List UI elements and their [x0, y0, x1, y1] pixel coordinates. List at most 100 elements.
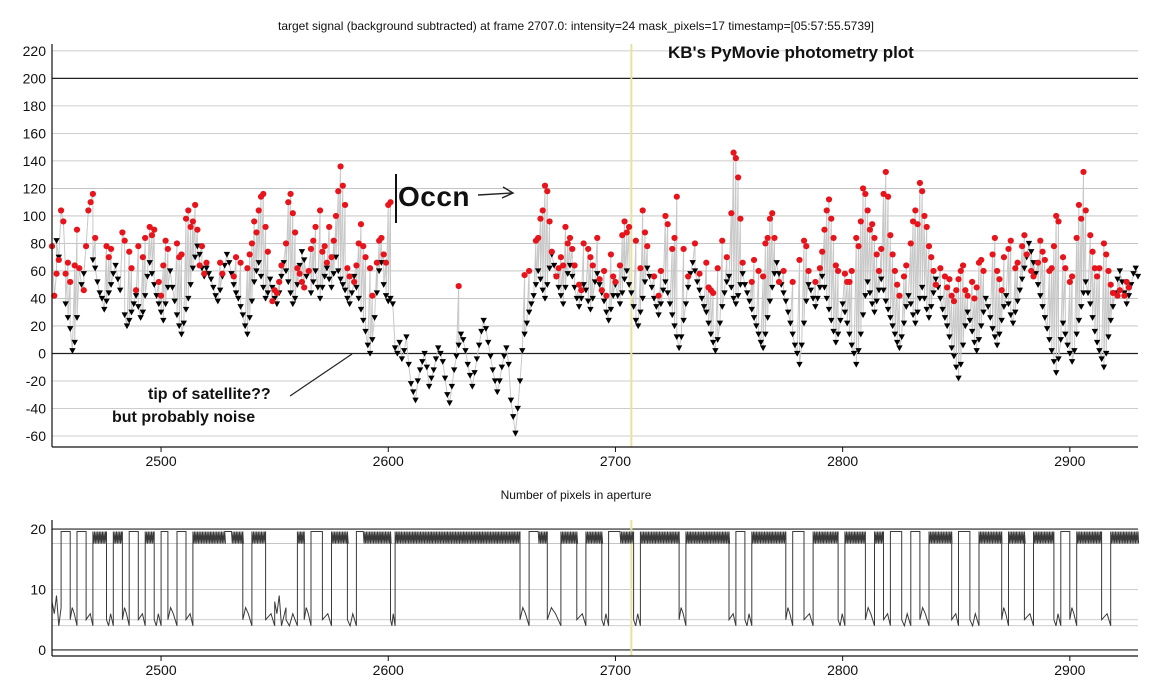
signal-point-red [189, 218, 196, 225]
signal-point-red [323, 259, 331, 266]
signal-point-black [1003, 293, 1010, 299]
signal-point-black [603, 309, 610, 316]
signal-point-red [71, 262, 78, 269]
signal-point-red [1116, 287, 1123, 294]
signal-point-red [803, 243, 810, 250]
signal-point-black [596, 282, 603, 288]
signal-point-black [909, 312, 917, 319]
signal-point-black [375, 268, 383, 275]
signal-point-black [589, 295, 596, 302]
signal-point-red [62, 270, 69, 277]
signal-point-red [871, 234, 878, 242]
signal-point-black [230, 282, 237, 288]
signal-point-black [973, 348, 980, 354]
signal-point-black [441, 375, 449, 382]
signal-point-black [1062, 331, 1069, 338]
signal-point-black [959, 342, 967, 349]
signal-point-red [232, 254, 240, 261]
signal-point-red [287, 190, 294, 198]
signal-point-red [562, 223, 569, 231]
signal-point-red [255, 207, 262, 214]
signal-point-black [730, 295, 737, 302]
signal-point-red [301, 284, 308, 291]
signal-point-black [546, 265, 553, 272]
signal-point-red [603, 292, 610, 299]
signal-point-black [641, 279, 649, 286]
signal-point-black [893, 339, 901, 346]
signal-point-black [796, 361, 803, 368]
signal-point-black [298, 249, 306, 255]
signal-point-red [326, 223, 333, 231]
pixels-series-line [51, 531, 1140, 628]
signal-point-red [198, 243, 206, 250]
signal-point-red [1123, 278, 1130, 286]
signal-point-red [946, 276, 953, 283]
signal-point-black [1109, 304, 1117, 310]
signal-point-black [164, 284, 172, 291]
signal-point-red [1030, 273, 1037, 280]
signal-point-black [253, 268, 260, 275]
signal-point-red [859, 185, 867, 192]
signal-point-black [594, 271, 601, 277]
signal-point-black [362, 328, 369, 335]
signal-point-black [757, 339, 765, 346]
signal-plot: -60 -40 -20 0 20 40 60 80 100 120 140 160 180 200 220 2… [23, 43, 1142, 469]
signal-point-black [355, 295, 362, 302]
signal-point-black [491, 378, 499, 385]
signal-point-red [655, 292, 662, 299]
signal-point-black [1012, 309, 1019, 316]
signal-point-black [155, 301, 162, 308]
signal-point-black [855, 348, 862, 354]
signal-point-red [1007, 237, 1014, 244]
signal-point-red [755, 267, 762, 275]
signal-point-black [471, 370, 478, 376]
signal-point-red [978, 256, 985, 264]
signal-point-red [107, 245, 115, 253]
signal-point-black [378, 260, 385, 266]
signal-grid [52, 50, 1138, 437]
signal-point-black [803, 298, 810, 305]
signal-point-black [469, 383, 476, 390]
signal-point-black [325, 276, 333, 283]
signal-point-black [1102, 350, 1110, 357]
signal-point-red [178, 251, 185, 258]
signal-point-black [135, 304, 142, 310]
signal-point-red [526, 267, 533, 275]
signal-point-black [137, 315, 144, 321]
signal-point-black [453, 353, 460, 360]
signal-point-red [316, 207, 324, 214]
signal-point-black [878, 276, 885, 283]
signal-point-black [382, 293, 390, 299]
signal-point-black [1030, 260, 1037, 266]
signal-point-black [337, 276, 344, 283]
signal-point-red [296, 270, 303, 277]
signal-point-black [307, 290, 315, 297]
pixels-x-tick-label: 2500 [145, 662, 176, 678]
signal-point-black [112, 262, 119, 269]
signal-point-black [584, 298, 592, 305]
signal-point-black [653, 304, 660, 310]
signal-point-red [1089, 248, 1096, 255]
signal-point-red [587, 254, 594, 261]
signal-point-red [669, 245, 676, 253]
signal-point-black [723, 279, 730, 286]
signal-point-black [244, 331, 251, 338]
signal-point-red [998, 287, 1005, 294]
signal-point-red [260, 190, 267, 198]
signal-point-black [460, 337, 467, 343]
signal-point-red [85, 207, 92, 214]
signal-point-black [171, 298, 178, 305]
signal-point-red [185, 207, 192, 214]
signal-point-black [764, 315, 771, 321]
signal-point-black [728, 284, 735, 291]
signal-point-red [953, 287, 960, 294]
signal-point-red [344, 265, 351, 272]
signal-point-black [532, 282, 540, 288]
signal-point-red [360, 243, 367, 250]
signal-point-red [932, 281, 939, 288]
signal-point-red [841, 270, 849, 277]
signal-point-black [930, 290, 937, 297]
signal-point-black [398, 356, 406, 363]
signal-point-black [71, 339, 78, 346]
signal-point-black [562, 284, 569, 291]
